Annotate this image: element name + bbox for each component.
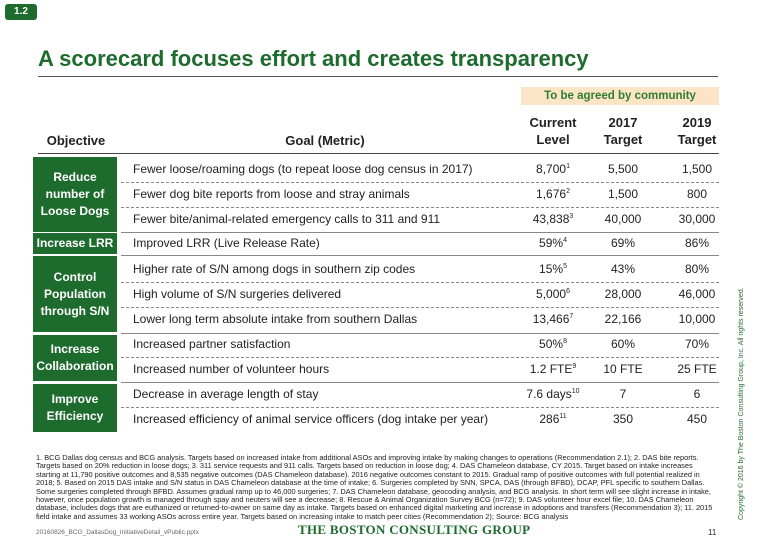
- goal-text: Fewer loose/roaming dogs (to repeat loos…: [133, 162, 473, 176]
- header-goal: Goal (Metric): [285, 133, 365, 148]
- table-row: Increased number of volunteer hours 1.2 …: [121, 357, 719, 382]
- header-divider: [38, 153, 719, 154]
- target-2017: 43%: [610, 262, 636, 276]
- file-name: 20160826_BCG_DallasDog_InitiativeDetail_…: [36, 529, 199, 536]
- current-value: 5,0006: [536, 287, 570, 301]
- header-2017-line1: 2017: [608, 115, 638, 130]
- agreed-by-community-banner: To be agreed by community: [521, 87, 719, 105]
- table-row: Fewer dog bite reports from loose and st…: [121, 182, 719, 207]
- section-divider: [121, 232, 719, 233]
- header-objective: Objective: [46, 133, 106, 148]
- table-row: Lower long term absolute intake from sou…: [121, 307, 719, 332]
- objective-label: Increase LRR: [36, 236, 114, 250]
- objective-label: Increase Collaboration: [36, 342, 114, 373]
- table-row: Higher rate of S/N among dogs in souther…: [121, 257, 719, 282]
- target-2019: 800: [686, 187, 708, 201]
- section-divider: [121, 333, 719, 334]
- current-value: 50%8: [539, 337, 567, 351]
- header-2017-line2: Target: [603, 132, 643, 147]
- page-title: A scorecard focuses effort and creates t…: [38, 46, 589, 71]
- target-2019: 6: [693, 387, 701, 401]
- table-row: Improved LRR (Live Release Rate) 59%4 69…: [121, 231, 719, 256]
- table-row: Decrease in average length of stay 7.6 d…: [121, 382, 719, 407]
- row-divider: [121, 357, 719, 358]
- current-value: 15%5: [539, 262, 567, 276]
- goal-text: Increased efficiency of animal service o…: [133, 412, 489, 426]
- current-value: 43,8383: [532, 212, 574, 226]
- current-value: 7.6 days10: [526, 387, 580, 401]
- current-value: 59%4: [539, 236, 567, 250]
- section-divider: [121, 382, 719, 383]
- copyright-notice: Copyright © 2016 by The Boston Consultin…: [738, 287, 745, 520]
- target-2019: 450: [686, 412, 708, 426]
- target-2019: 86%: [684, 236, 710, 250]
- table-row: Increased partner satisfaction 50%8 60% …: [121, 332, 719, 357]
- target-2017: 10 FTE: [603, 362, 643, 376]
- goal-text: Lower long term absolute intake from sou…: [133, 312, 418, 326]
- goal-text: Higher rate of S/N among dogs in souther…: [133, 262, 416, 276]
- objective-reduce-loose-dogs: Reduce number of Loose Dogs: [33, 157, 117, 232]
- target-2017: 1,500: [607, 187, 639, 201]
- goal-text: Decrease in average length of stay: [133, 387, 319, 401]
- current-value: 28611: [539, 412, 567, 426]
- table-row: High volume of S/N surgeries delivered 5…: [121, 282, 719, 307]
- current-value: 13,4667: [532, 312, 574, 326]
- target-2017: 350: [612, 412, 634, 426]
- row-divider: [121, 282, 719, 283]
- company-logo: THE BOSTON CONSULTING GROUP: [298, 522, 531, 537]
- target-2017: 40,000: [604, 212, 642, 226]
- goal-text: Increased number of volunteer hours: [133, 362, 330, 376]
- target-2017: 5,500: [607, 162, 639, 176]
- goal-text: Increased partner satisfaction: [133, 337, 291, 351]
- target-2017: 22,166: [604, 312, 642, 326]
- target-2019: 46,000: [678, 287, 716, 301]
- footnotes: 1. BCG Dallas dog census and BCG analysi…: [36, 453, 713, 521]
- row-divider: [121, 307, 719, 308]
- objective-control-population: Control Population through S/N: [33, 256, 117, 332]
- target-2019: 70%: [684, 337, 710, 351]
- target-2017: 69%: [610, 236, 636, 250]
- header-2017-target: 2017 Target: [583, 114, 663, 148]
- target-2017: 28,000: [604, 287, 642, 301]
- objective-increase-collaboration: Increase Collaboration: [33, 335, 117, 381]
- objective-improve-efficiency: Improve Efficiency: [33, 384, 117, 432]
- title-divider: [38, 76, 718, 77]
- goal-text: Fewer dog bite reports from loose and st…: [133, 187, 410, 201]
- goal-text: Fewer bite/animal-related emergency call…: [133, 212, 441, 226]
- header-current-line1: Current: [529, 115, 577, 130]
- target-2017: 60%: [610, 337, 636, 351]
- goal-text: Improved LRR (Live Release Rate): [133, 236, 320, 250]
- target-2019: 25 FTE: [677, 362, 717, 376]
- objective-label: Improve Efficiency: [46, 392, 104, 423]
- current-value: 8,7001: [536, 162, 570, 176]
- target-2019: 10,000: [678, 312, 716, 326]
- section-divider: [121, 255, 719, 256]
- row-divider: [121, 407, 719, 408]
- target-2019: 1,500: [681, 162, 713, 176]
- header-current-level: Current Level: [503, 114, 603, 148]
- table-row: Increased efficiency of animal service o…: [121, 407, 719, 432]
- goal-text: High volume of S/N surgeries delivered: [133, 287, 342, 301]
- table-row: Fewer loose/roaming dogs (to repeat loos…: [121, 157, 719, 182]
- header-current-line2: Level: [536, 132, 570, 147]
- current-value: 1.2 FTE9: [529, 362, 577, 376]
- header-2019-line1: 2019: [682, 115, 712, 130]
- table-row: Fewer bite/animal-related emergency call…: [121, 207, 719, 232]
- slide-number-badge: 1.2: [5, 4, 37, 20]
- objective-label: Control Population through S/N: [40, 269, 110, 318]
- objective-label: Reduce number of Loose Dogs: [40, 170, 110, 218]
- row-divider: [121, 182, 719, 183]
- target-2019: 80%: [684, 262, 710, 276]
- current-value: 1,6762: [536, 187, 570, 201]
- row-divider: [121, 207, 719, 208]
- target-2017: 7: [619, 387, 627, 401]
- header-2019-line2: Target: [677, 132, 717, 147]
- target-2019: 30,000: [678, 212, 716, 226]
- header-2019-target: 2019 Target: [658, 114, 736, 148]
- page-number: 11: [708, 528, 717, 537]
- objective-increase-lrr: Increase LRR: [33, 233, 117, 254]
